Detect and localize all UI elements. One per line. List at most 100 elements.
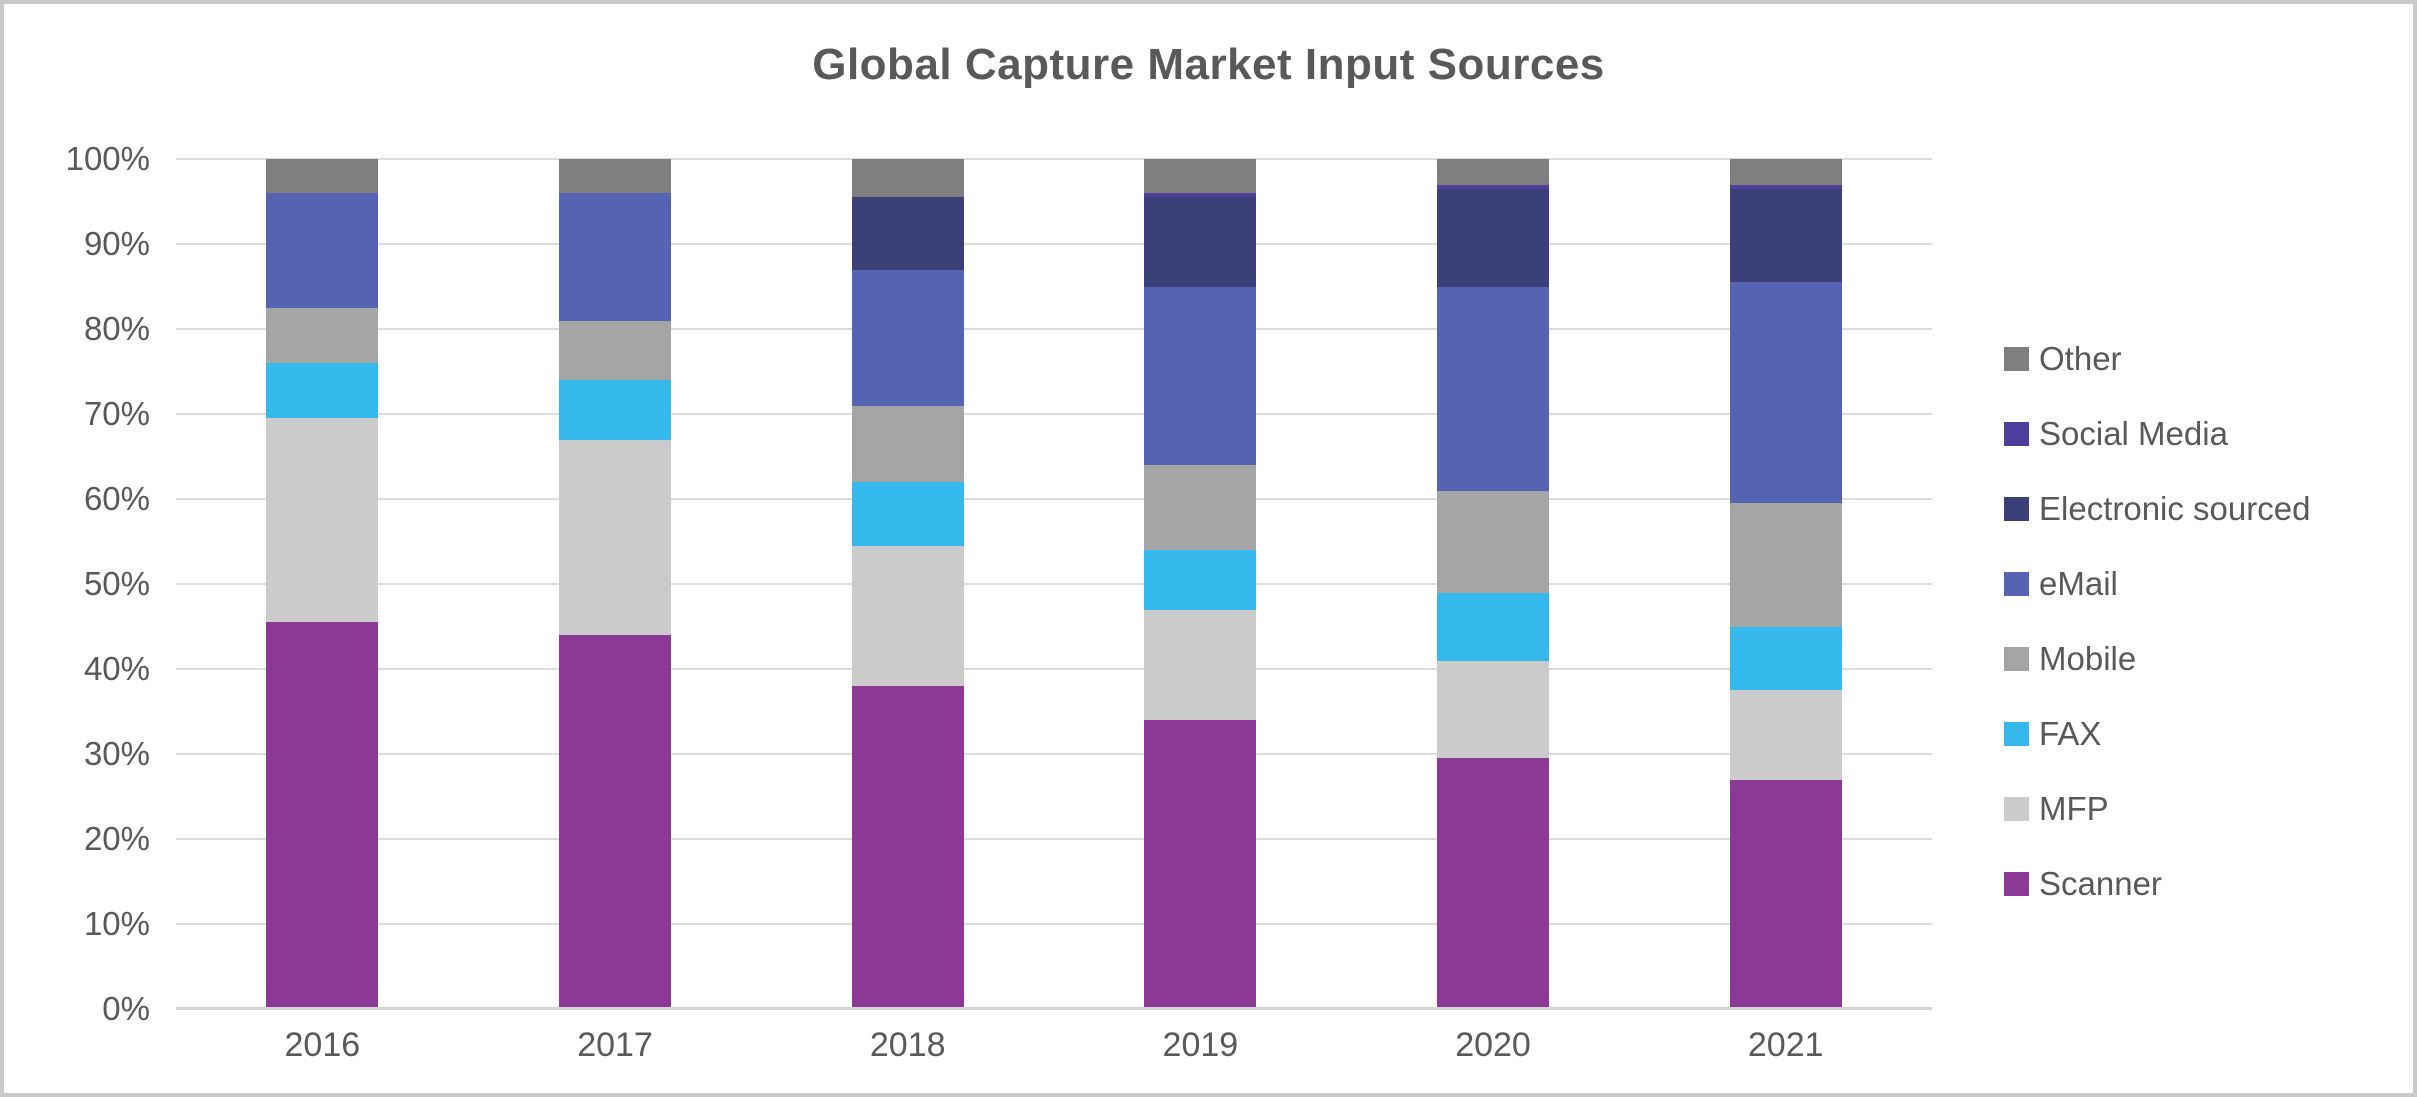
legend-label: Mobile [2039, 640, 2137, 677]
legend-item-electronic-sourced: Electronic sourced [2004, 490, 2311, 527]
segment-2019-mobile [1144, 465, 1257, 550]
x-tick-label-2020: 2020 [1455, 1026, 1531, 1064]
segment-2019-electronic-sourced [1144, 197, 1257, 287]
stacked-bar-2019 [1144, 159, 1257, 1009]
segment-2018-fax [851, 482, 964, 546]
bar-slot-2017 [469, 159, 762, 1009]
gridline-30% [176, 753, 1932, 755]
segment-2019-scanner [1144, 720, 1257, 1009]
segment-2020-email [1437, 286, 1550, 491]
stacked-bar-2020 [1437, 159, 1550, 1009]
x-tick-label-2017: 2017 [577, 1026, 653, 1064]
segment-2019-fax [1144, 550, 1257, 610]
segment-2019-social-media [1144, 193, 1257, 198]
bar-slot-2018 [761, 159, 1054, 1009]
gridline-40% [176, 668, 1932, 670]
y-tick-label: 60% [83, 480, 150, 517]
y-tick-label: 0% [102, 990, 150, 1027]
x-axis-line [176, 1007, 1932, 1010]
y-tick-label: 100% [65, 140, 150, 177]
x-tick-label-2021: 2021 [1747, 1026, 1824, 1064]
y-tick-label: 10% [83, 905, 150, 942]
segment-2021-electronic-sourced [1729, 188, 1842, 283]
segment-2021-mfp [1729, 690, 1842, 780]
segment-2019-mfp [1144, 609, 1257, 720]
segment-2017-email [559, 193, 671, 321]
legend-label: Electronic sourced [2039, 490, 2311, 527]
segment-2017-mobile [559, 320, 671, 380]
legend-swatch-icon [2004, 422, 2029, 446]
segment-2018-mobile [851, 405, 964, 482]
chart-title: Global Capture Market Input Sources [812, 40, 1605, 89]
segment-2021-scanner [1729, 779, 1842, 1009]
bar-slot-2016 [176, 159, 469, 1009]
bar-slot-2019 [1054, 159, 1347, 1009]
legend-item-social-media: Social Media [2004, 415, 2310, 452]
segment-2020-fax [1437, 592, 1550, 661]
gridline-60% [176, 498, 1932, 500]
segment-2021-email [1729, 282, 1842, 504]
gridline-80% [176, 328, 1932, 330]
segment-2016-other [266, 159, 379, 193]
segment-2016-mobile [266, 307, 379, 363]
gridline-70% [176, 413, 1932, 415]
stacked-bar-2018 [851, 159, 964, 1009]
y-tick-label: 90% [83, 225, 150, 262]
segment-2017-scanner [559, 635, 671, 1009]
segment-2017-fax [559, 380, 671, 440]
segment-2020-mfp [1437, 660, 1550, 759]
x-tick-label-2018: 2018 [869, 1026, 946, 1064]
segment-2021-fax [1729, 626, 1842, 691]
segment-2020-scanner [1437, 758, 1550, 1009]
bar-slot-2020 [1347, 159, 1640, 1009]
legend-swatch-icon [2004, 497, 2029, 521]
y-tick-label: 40% [83, 650, 150, 687]
gridline-100% [176, 158, 1932, 160]
y-tick-label: 70% [83, 395, 150, 432]
segment-2020-mobile [1437, 490, 1550, 593]
legend-label: Scanner [2039, 865, 2162, 902]
segment-2018-other [851, 159, 964, 198]
legend-item-other: Other [2004, 340, 2310, 377]
y-tick-label: 30% [83, 735, 150, 772]
stacked-bar-2017 [559, 159, 671, 1009]
legend-swatch-icon [2004, 797, 2029, 821]
x-axis-category-labels: 2016 2017 2018 2019 2020 2021 [176, 1026, 1932, 1065]
segment-2016-mfp [266, 418, 379, 623]
legend: Other Social Media Electronic sourced eMail… [2004, 340, 2311, 902]
segment-2018-email [851, 269, 964, 406]
legend-item-mfp: MFP [2004, 790, 2310, 827]
bar-slot-2021 [1639, 159, 1932, 1009]
y-tick-label: 20% [83, 820, 150, 857]
segment-2018-mfp [851, 545, 964, 686]
segment-2021-other [1729, 159, 1842, 185]
segment-2018-scanner [851, 686, 964, 1009]
segment-2021-mobile [1729, 503, 1842, 627]
legend-label: MFP [2039, 790, 2109, 827]
y-tick-label: 80% [83, 310, 150, 347]
segment-2017-mfp [559, 439, 671, 635]
legend-swatch-icon [2004, 722, 2029, 746]
legend-item-scanner: Scanner [2004, 865, 2310, 902]
segment-2020-social-media [1437, 184, 1550, 189]
x-tick-label-2016: 2016 [284, 1026, 361, 1064]
stacked-bar-2021 [1729, 159, 1842, 1009]
gridline-10% [176, 923, 1932, 925]
legend-swatch-icon [2004, 572, 2029, 596]
legend-item-email: eMail [2004, 565, 2310, 602]
legend-label: Social Media [2039, 415, 2228, 452]
gridline-90% [176, 243, 1932, 245]
legend-swatch-icon [2004, 872, 2029, 896]
legend-item-mobile: Mobile [2004, 640, 2310, 677]
y-tick-label: 50% [83, 565, 150, 602]
segment-2016-scanner [266, 622, 379, 1009]
legend-label: eMail [2039, 565, 2118, 602]
x-tick-label-2019: 2019 [1162, 1026, 1239, 1064]
legend-item-fax: FAX [2004, 715, 2310, 752]
legend-swatch-icon [2004, 347, 2029, 371]
segment-2016-email [266, 193, 379, 308]
segment-2019-email [1144, 286, 1257, 465]
segment-2017-other [559, 159, 671, 193]
segment-2016-fax [266, 363, 379, 419]
legend-label: Other [2039, 340, 2122, 377]
